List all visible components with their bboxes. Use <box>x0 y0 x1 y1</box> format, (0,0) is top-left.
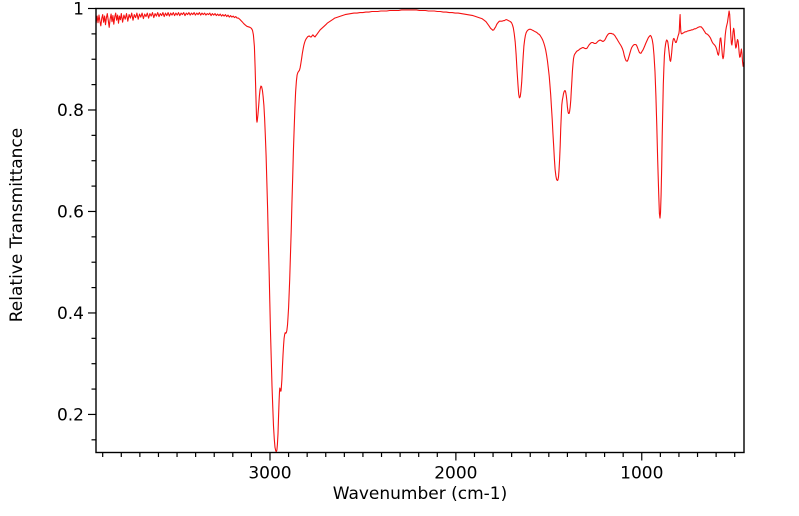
x-tick-label: 3000 <box>248 464 291 484</box>
x-tick-label: 2000 <box>434 464 477 484</box>
y-tick-label: 0.2 <box>57 405 84 425</box>
spectrum-line <box>95 9 745 453</box>
x-tick-label: 1000 <box>620 464 663 484</box>
y-tick-label: 0.4 <box>57 304 84 324</box>
y-axis-label: Relative Transmittance <box>7 127 27 323</box>
plot-frame <box>95 7 745 454</box>
y-tick-label: 0.8 <box>57 101 84 121</box>
y-tick-label: 0.6 <box>57 202 84 222</box>
x-axis-label: Wavenumber (cm-1) <box>332 484 508 504</box>
y-tick-label: 1 <box>73 0 84 20</box>
